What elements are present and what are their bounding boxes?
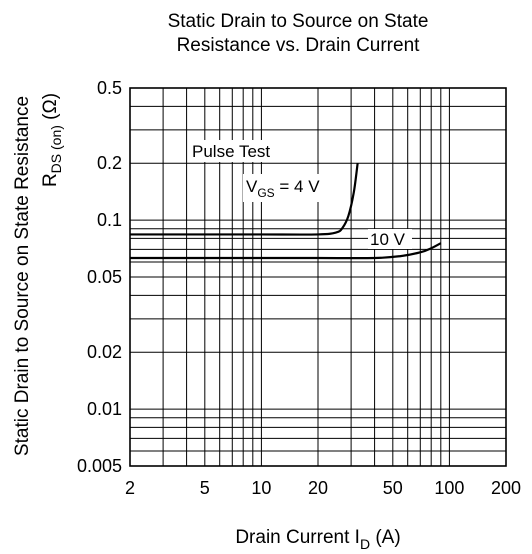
vgs-10v-label: 10 V: [370, 230, 406, 249]
y-tick-label: 0.2: [97, 153, 122, 173]
vgs-10v-label-bg: [368, 229, 412, 249]
y-tick-label: 0.005: [77, 456, 122, 476]
chart-title-line1: Static Drain to Source on State: [168, 11, 429, 32]
y-tick-label: 0.1: [97, 210, 122, 230]
gridlines: [130, 88, 506, 466]
pulse-test-label-bg: [189, 140, 293, 162]
vgs-label-bg: [243, 174, 345, 202]
plot-frame: [129, 87, 507, 467]
series-line-0: [129, 163, 359, 236]
y-tick-label: 0.01: [87, 399, 122, 419]
chart-title-line2: Resistance vs. Drain Current: [177, 35, 421, 56]
x-tick-label: 50: [383, 478, 403, 498]
x-tick-label: 2: [125, 478, 135, 498]
x-tick-label: 20: [308, 478, 328, 498]
x-tick-label: 100: [434, 478, 464, 498]
pulse-test-label: Pulse Test: [192, 142, 270, 161]
y-tick-label: 0.02: [87, 342, 122, 362]
y-axis-label-line2: RDS (on) (Ω): [40, 93, 64, 187]
y-tick-label: 0.5: [97, 78, 122, 98]
y-tick-label: 0.05: [87, 267, 122, 287]
tick-labels: 2 5 10 20 50 100 200 0.5 0.2 0.1 0.05 0.02 0.01 0.005: [77, 78, 521, 498]
x-axis-label: Drain Current ID (A): [235, 527, 400, 552]
vgs-4v-label: VGS = 4 V: [246, 177, 320, 200]
series-line-1: [130, 242, 442, 260]
y-axis-label-line1: Static Drain to Source on State Resistan…: [12, 96, 33, 456]
x-tick-label: 10: [251, 478, 271, 498]
x-tick-label: 5: [200, 478, 210, 498]
series-layer: [129, 163, 442, 260]
x-tick-label: 200: [491, 478, 521, 498]
